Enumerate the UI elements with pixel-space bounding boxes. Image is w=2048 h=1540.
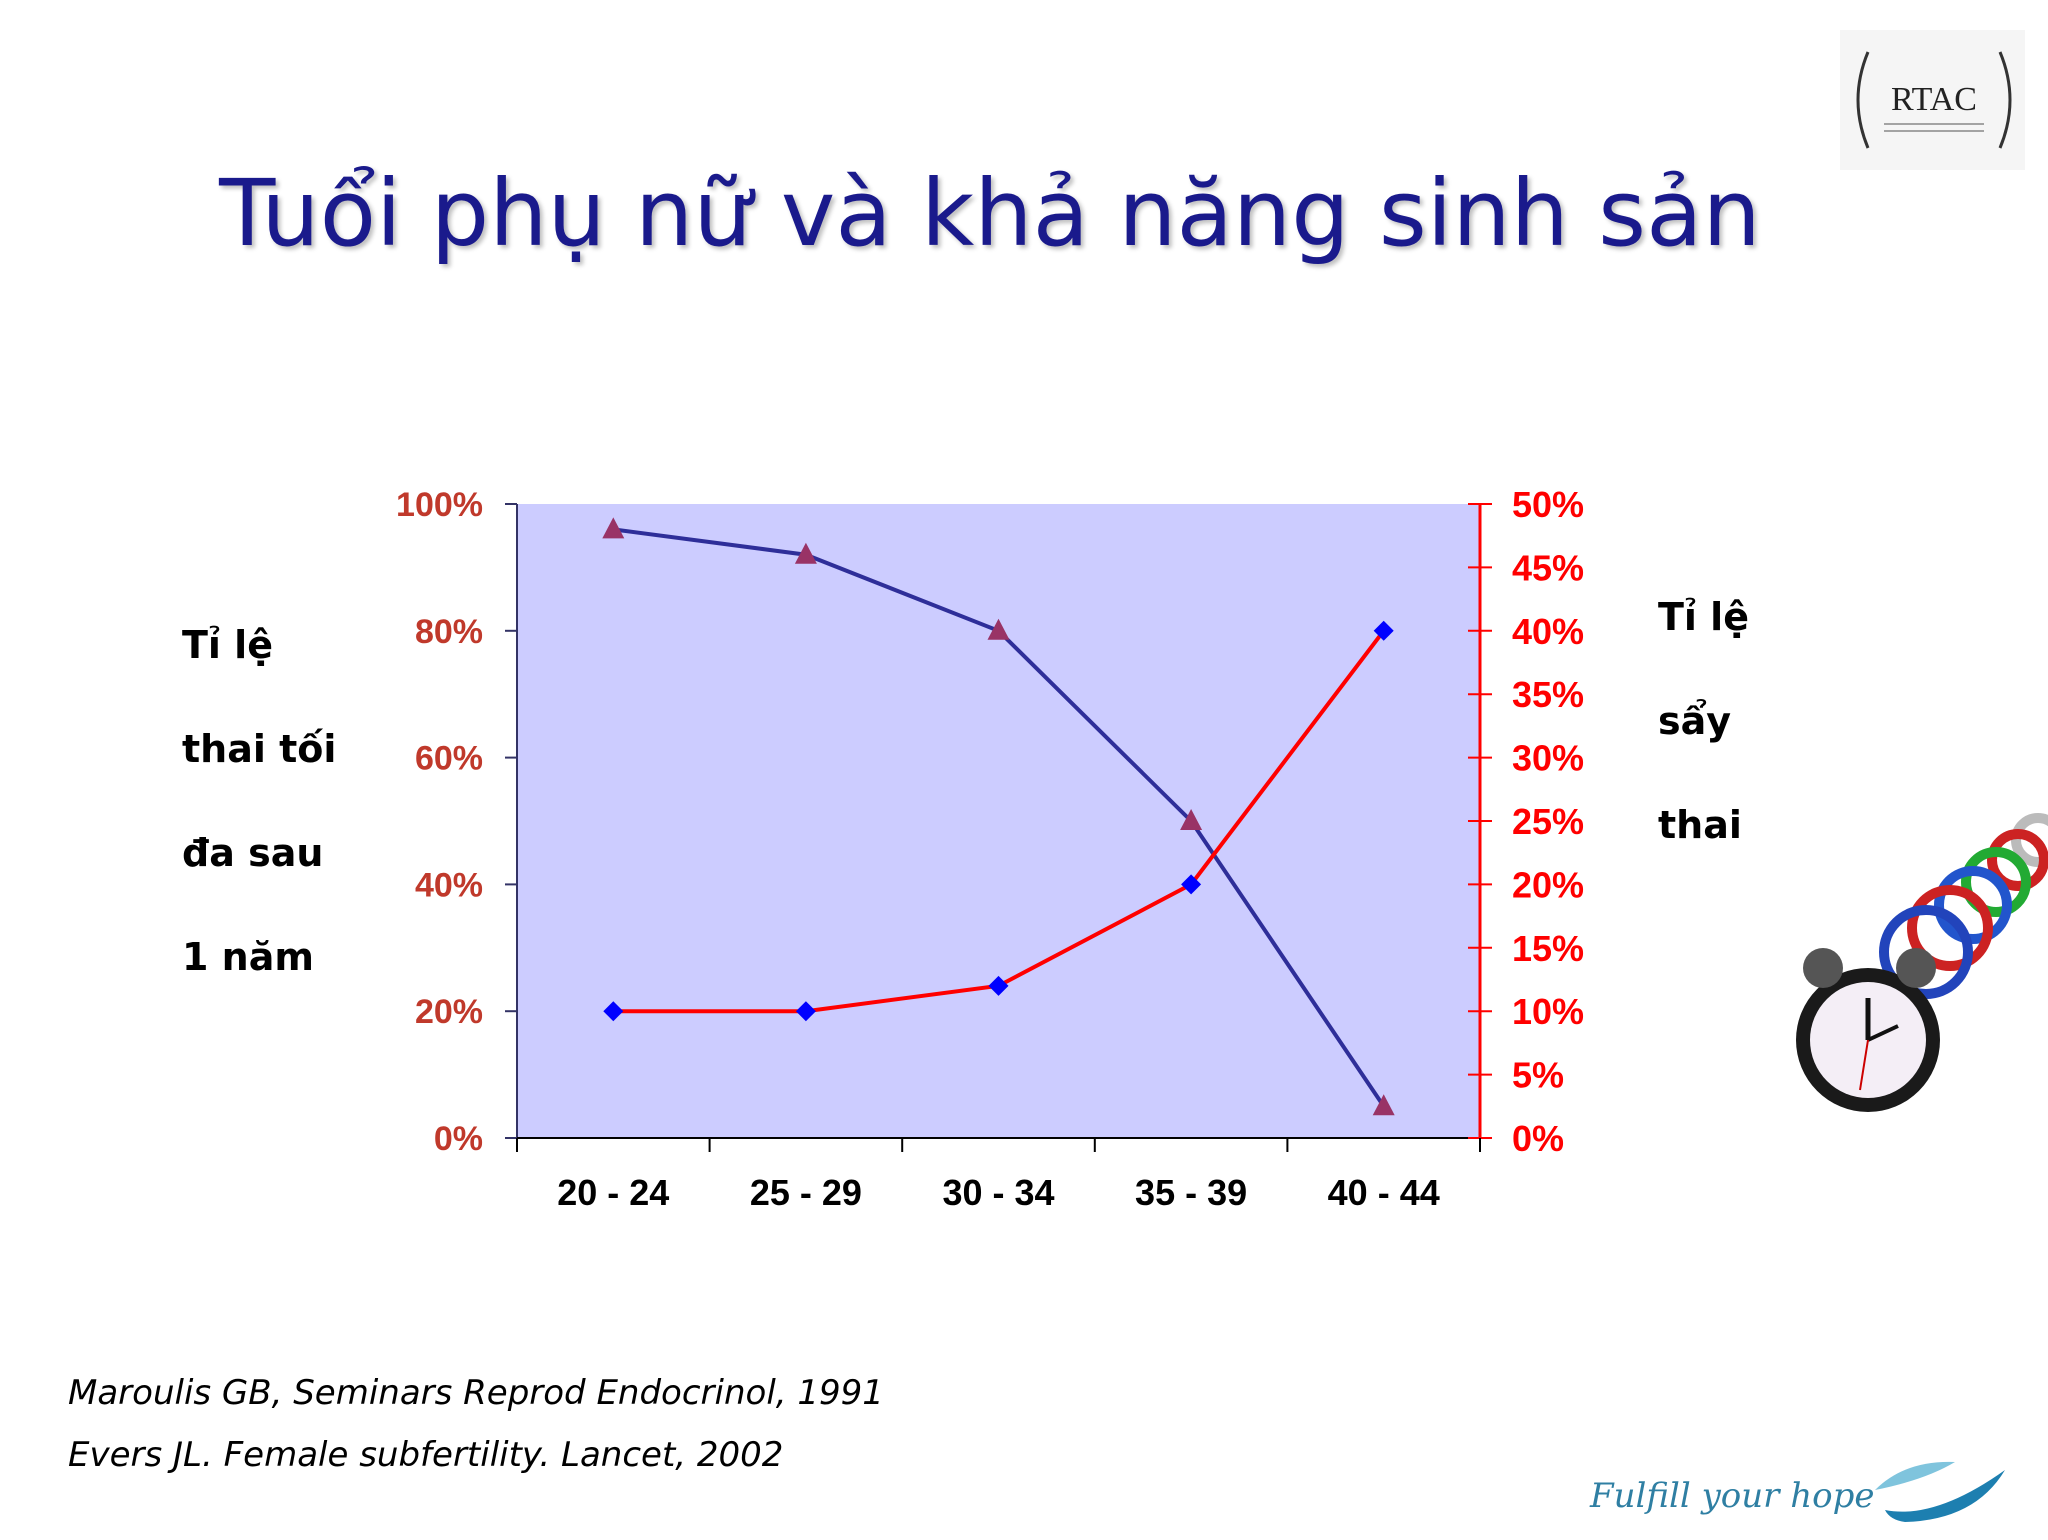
diamond-marker [795,1001,816,1022]
right-tick-label: 50% [1512,484,1584,525]
left-axis-title-line: đa sau [182,831,324,875]
left-axis-title-line: 1 năm [182,935,314,979]
triangle-marker [987,618,1010,640]
right-axis-title-line: thai [1658,803,1742,847]
alarm-clocks-image [1796,813,2048,1112]
left-tick-label: 0% [434,1120,483,1158]
diamond-marker [603,1001,624,1022]
right-tick-label: 5% [1512,1055,1564,1096]
diamond-marker [1181,874,1202,895]
series-markers [602,517,1395,1116]
diamond-marker [1373,620,1394,641]
right-tick-label: 40% [1512,611,1584,652]
triangle-marker [794,542,817,564]
left-axis-title-line: thai tối [182,727,337,771]
right-tick-label: 0% [1512,1118,1564,1159]
right-tick-label: 30% [1512,738,1584,779]
triangle-marker [1372,1094,1395,1116]
left-axis-title: Tỉ lệ thai tối đa sau 1 năm [182,593,336,1009]
right-axis-title-line: sẩy [1658,699,1732,743]
category-axis-ticks: 20 - 24 25 - 29 30 - 34 35 - 39 40 - 44 [516,1138,1481,1213]
brand-logo: Fulfill your hope [1590,1450,2030,1540]
category-label: 40 - 44 [1328,1172,1440,1213]
left-tick-label: 100% [396,486,483,524]
right-tick-label: 10% [1512,991,1584,1032]
rtac-logo-text: RTAC [1891,81,1977,118]
left-tick-label: 60% [415,740,483,778]
right-axis-ticks: 0% 5% 10% 15% 20% 25% 30% 35% 40% 45% 50% [1468,484,1584,1159]
reference-line: Maroulis GB, Seminars Reprod Endocrinol,… [68,1373,884,1413]
rtac-logo: RTAC [1840,30,2025,170]
brand-tagline: Fulfill your hope [1590,1476,1875,1516]
leaf-icon [1875,1461,2005,1522]
right-axis-title-line: Tỉ lệ [1658,595,1749,639]
right-axis-title: Tỉ lệ sẩy thai [1658,565,1749,877]
reference-line: Evers JL. Female subfertility. Lancet, 2… [68,1435,784,1475]
category-label: 35 - 39 [1135,1172,1247,1213]
right-tick-label: 35% [1512,674,1584,715]
left-tick-label: 80% [415,613,483,651]
category-label: 20 - 24 [557,1172,669,1213]
left-axis-title-line: Tỉ lệ [182,623,273,667]
right-tick-label: 20% [1512,864,1584,905]
plot-area [517,504,1480,1138]
slide-title: Tuổi phụ nữ và khả năng sinh sản [219,160,1761,267]
triangle-marker [1180,809,1203,830]
left-tick-label: 40% [415,866,483,904]
right-tick-label: 15% [1512,928,1584,969]
left-axis-ticks: 0% 20% 40% 60% 80% 100% [396,486,517,1158]
right-tick-label: 45% [1512,547,1584,588]
right-tick-label: 25% [1512,801,1584,842]
diamond-marker [988,975,1009,996]
left-tick-label: 20% [415,993,483,1031]
triangle-marker [602,517,625,539]
category-label: 30 - 34 [942,1172,1054,1213]
category-label: 25 - 29 [750,1172,862,1213]
references: Maroulis GB, Seminars Reprod Endocrinol,… [68,1362,884,1486]
